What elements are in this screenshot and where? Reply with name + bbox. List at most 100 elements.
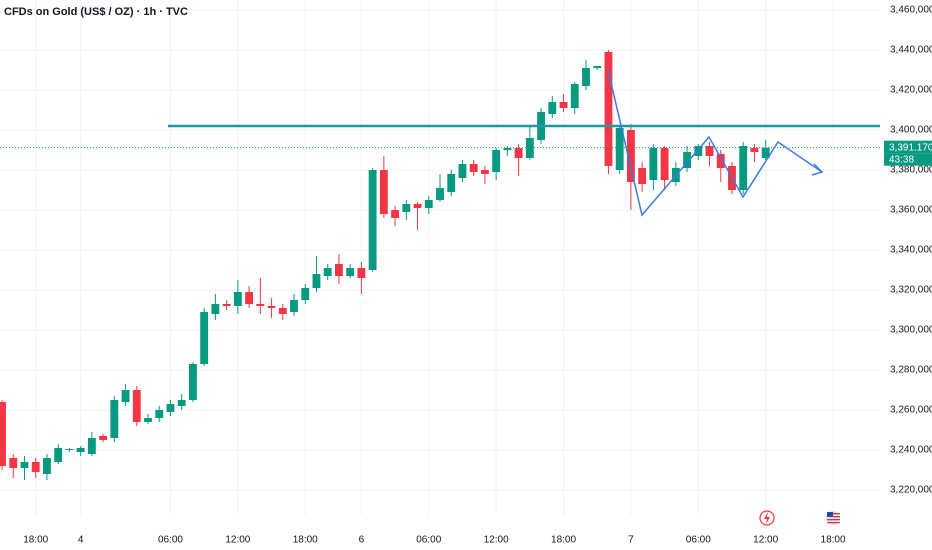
- candle-body: [480, 170, 489, 174]
- candle-body: [166, 404, 175, 412]
- candle-body: [570, 84, 579, 108]
- x-tick-label: 12:00: [225, 535, 250, 546]
- flag-stripe: [827, 522, 840, 524]
- flag-stripe: [833, 513, 840, 515]
- candle-body: [716, 154, 725, 168]
- x-tick-label: 18:00: [23, 535, 48, 546]
- y-tick-label: 3,260,000: [890, 405, 932, 416]
- price-tag-label: 3,391.170: [889, 142, 932, 153]
- candle-body: [514, 148, 523, 158]
- x-tick-label: 4: [78, 535, 84, 546]
- candle-body: [312, 274, 321, 288]
- candle-body: [256, 304, 265, 306]
- y-tick-label: 3,440,000: [890, 45, 932, 56]
- candle-body: [222, 304, 231, 306]
- candle-body: [649, 148, 658, 180]
- candle-body: [76, 448, 85, 452]
- candle-body: [604, 52, 613, 166]
- candle-body: [0, 402, 6, 466]
- candle-body: [660, 148, 669, 180]
- candle-body: [694, 146, 703, 156]
- x-tick-label: 18:00: [293, 535, 318, 546]
- candle-body: [761, 147, 770, 158]
- candle-body: [290, 300, 298, 312]
- candle-body: [233, 292, 242, 306]
- y-tick-label: 3,280,000: [890, 365, 932, 376]
- candle-body: [582, 68, 590, 86]
- candle-body: [548, 102, 557, 114]
- x-tick-label: 06:00: [416, 535, 441, 546]
- candle-body: [211, 304, 220, 314]
- candle-body: [346, 268, 355, 276]
- candle-body: [458, 164, 467, 178]
- y-tick-label: 3,220,000: [890, 485, 932, 496]
- candle-body: [424, 200, 433, 208]
- candle-body: [503, 148, 512, 150]
- candle-body: [379, 170, 388, 214]
- candle-body: [615, 128, 624, 170]
- candle-body: [144, 418, 152, 422]
- candle-body: [65, 449, 74, 450]
- candle-body: [368, 170, 377, 270]
- flag-canton: [827, 512, 833, 517]
- candle-body: [492, 150, 501, 172]
- y-tick-label: 3,420,000: [890, 85, 932, 96]
- candle-body: [593, 66, 602, 68]
- x-tick-label: 7: [628, 535, 634, 546]
- candle-body: [559, 102, 568, 108]
- candle-body: [626, 130, 635, 182]
- y-tick-label: 3,380,000: [890, 165, 932, 176]
- y-tick-label: 3,340,000: [890, 245, 932, 256]
- grid: [0, 0, 880, 515]
- candle-body: [121, 390, 130, 402]
- candle-body: [189, 364, 197, 400]
- countdown-tag: [884, 153, 932, 166]
- candle-body: [54, 448, 63, 462]
- candle-body: [705, 146, 714, 156]
- candle-body: [132, 390, 141, 422]
- price-tag: [884, 140, 932, 154]
- candle-body: [200, 312, 209, 364]
- candle-body: [20, 462, 29, 468]
- candle-body: [469, 164, 478, 172]
- candle-body: [402, 204, 411, 212]
- y-tick-label: 3,460,000: [890, 5, 932, 16]
- x-tick-label: 12:00: [753, 535, 778, 546]
- candle-body: [301, 288, 310, 300]
- overlay: [607, 69, 824, 217]
- candle-body: [267, 306, 276, 308]
- y-tick-label: 3,400,000: [890, 125, 932, 136]
- y-tick-label: 3,240,000: [890, 445, 932, 456]
- chart-title: CFDs on Gold (US$ / OZ) · 1h · TVC: [4, 6, 188, 18]
- event-icon-bolt: [764, 512, 770, 524]
- x-tick-label: 06:00: [158, 535, 183, 546]
- candle-body: [413, 204, 422, 208]
- candle-body: [323, 268, 332, 276]
- candle-body: [334, 264, 343, 276]
- candle-body: [31, 462, 40, 472]
- countdown-label: 43:38: [889, 154, 914, 165]
- zigzag-drawing: [607, 69, 823, 217]
- candle-body: [357, 268, 366, 278]
- flag-stripe: [833, 516, 840, 518]
- candle-body: [155, 410, 164, 418]
- candle-body: [638, 168, 647, 184]
- candle-body: [9, 458, 18, 468]
- x-tick-label: 12:00: [484, 535, 509, 546]
- x-tick-label: 18:00: [551, 535, 576, 546]
- candle-body: [87, 438, 96, 454]
- candle-body: [43, 458, 51, 474]
- candle-body: [278, 308, 287, 314]
- arrow-head: [811, 163, 824, 176]
- y-tick-label: 3,320,000: [890, 285, 932, 296]
- candle-body: [683, 152, 691, 168]
- candle-body: [99, 436, 108, 440]
- y-tick-label: 3,300,000: [890, 325, 932, 336]
- x-tick-label: 18:00: [821, 535, 846, 546]
- candle-body: [525, 138, 534, 158]
- candle-body: [447, 174, 456, 192]
- event-icons: [759, 510, 840, 526]
- x-tick-label: 6: [359, 535, 365, 546]
